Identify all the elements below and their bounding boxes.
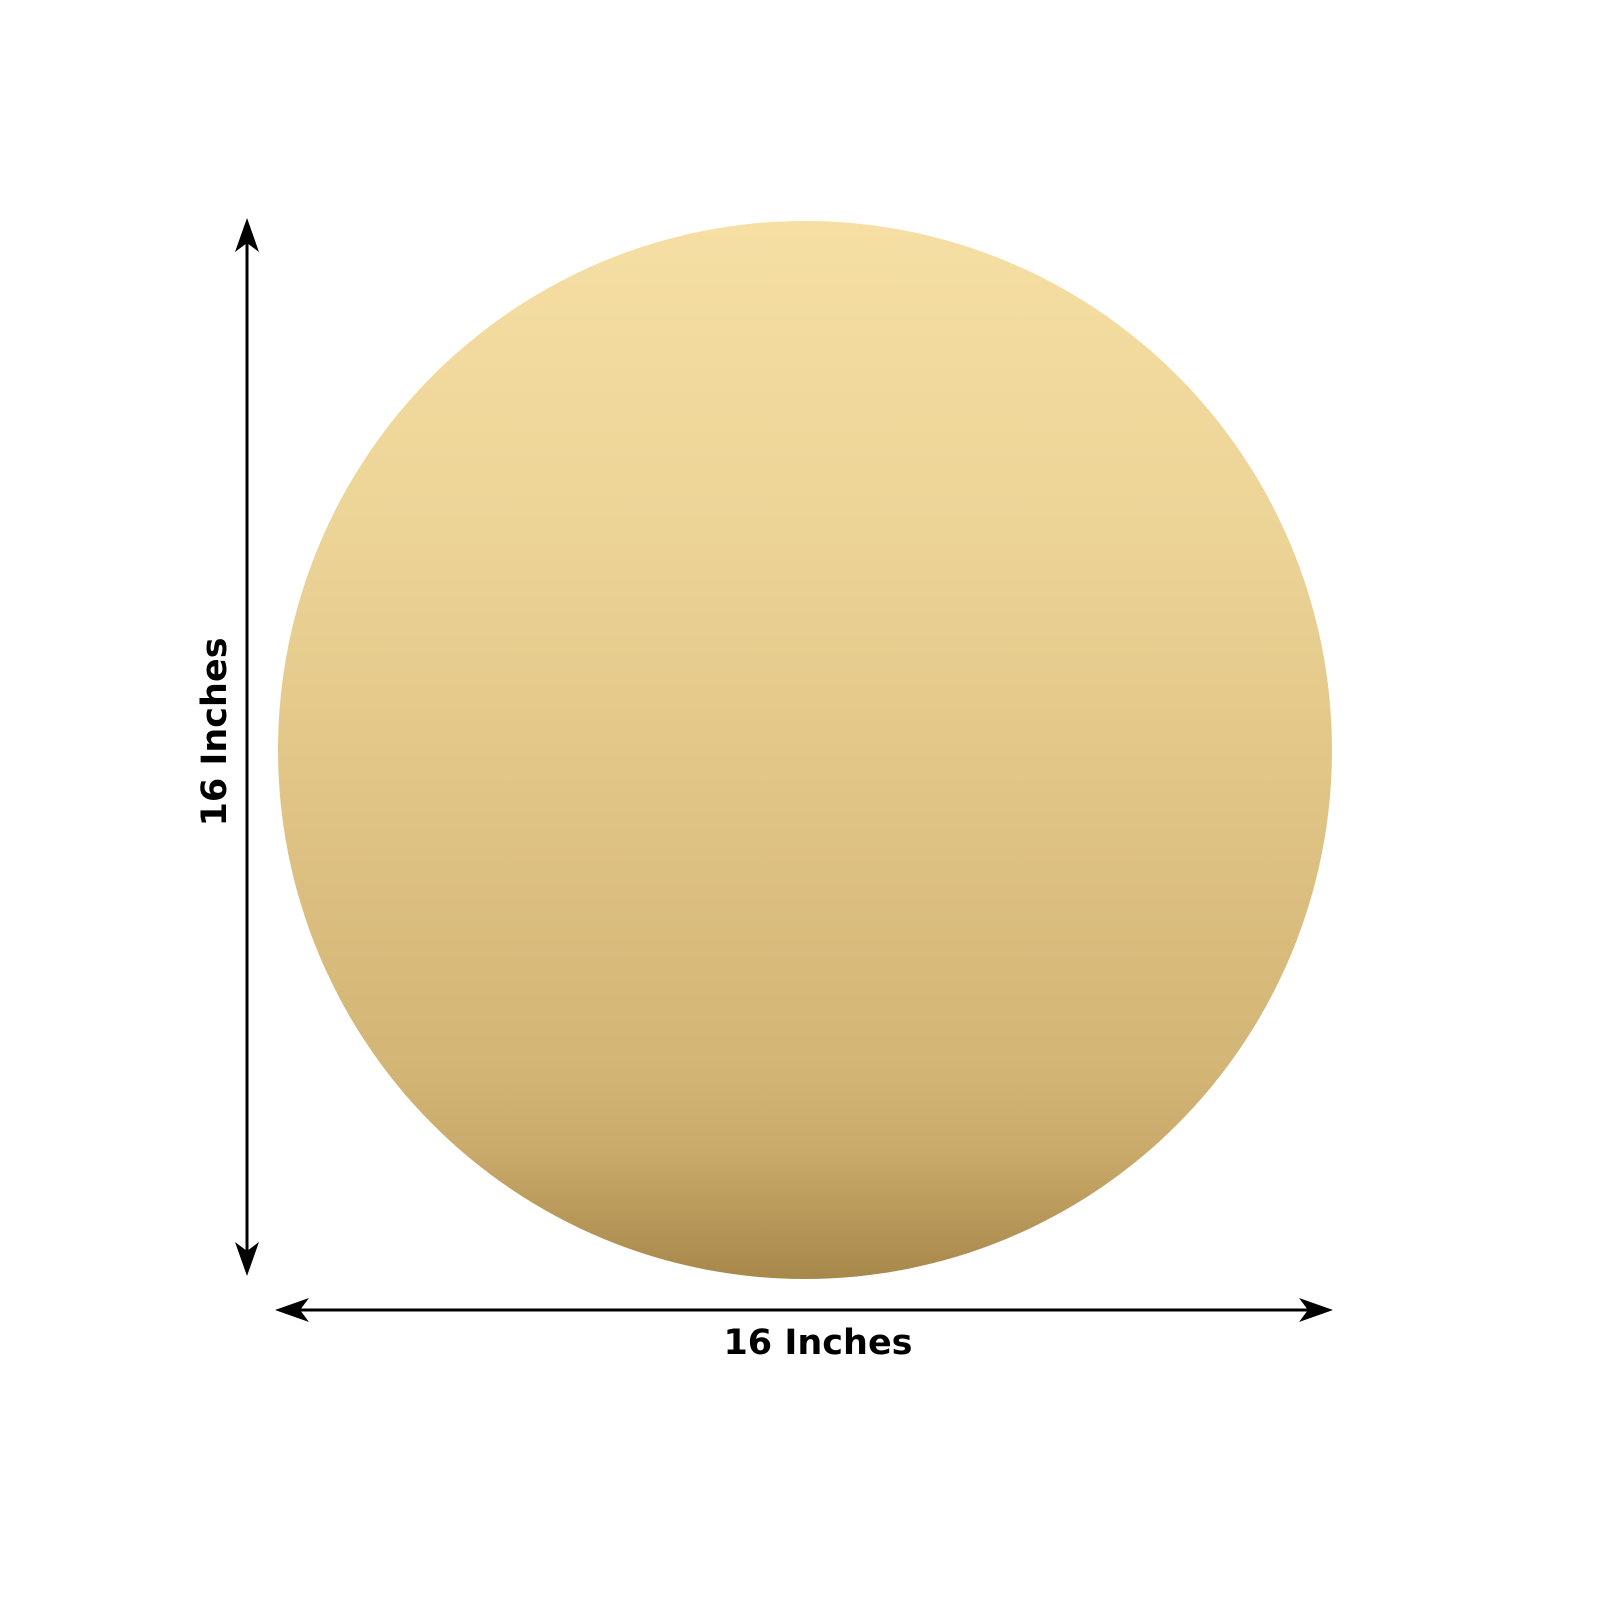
gold-round-product xyxy=(278,221,1332,1279)
height-label: 16 Inches xyxy=(195,637,235,826)
height-dimension-arrow xyxy=(235,218,259,1276)
width-label: 16 Inches xyxy=(723,1323,912,1363)
width-dimension-arrow xyxy=(275,1298,1333,1322)
